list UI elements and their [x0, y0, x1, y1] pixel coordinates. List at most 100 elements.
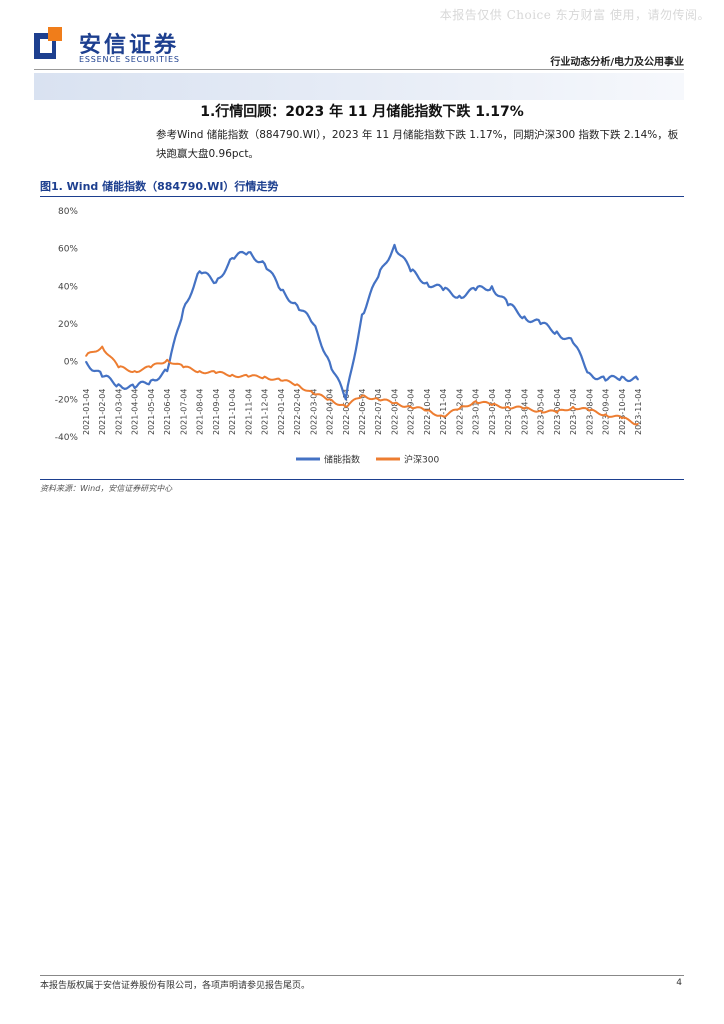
y-tick-label: -20% [55, 395, 79, 405]
x-tick-label: 2022-06-04 [358, 389, 367, 436]
data-point-energy-storage [377, 276, 380, 278]
data-point-energy-storage [117, 383, 120, 386]
data-point-csi300 [604, 413, 607, 416]
data-point-energy-storage [621, 375, 623, 378]
figure-top-rule [40, 196, 684, 197]
x-tick-label: 2022-12-04 [455, 389, 464, 436]
data-point-csi300 [523, 408, 526, 410]
data-point-csi300 [491, 404, 493, 406]
data-point-csi300 [133, 370, 136, 372]
x-tick-label: 2022-11-04 [439, 389, 448, 436]
data-point-csi300 [101, 345, 103, 348]
line-chart: -40% -20% 0% 20% 40% 60% 80% 2021-01-04 2021-02-… [40, 200, 684, 478]
data-point-csi300 [247, 375, 250, 378]
y-tick-label: 20% [58, 320, 78, 330]
y-tick-label: -40% [55, 433, 79, 443]
data-point-energy-storage [215, 281, 217, 284]
data-point-csi300 [458, 408, 461, 410]
legend-label-energy-storage: 储能指数 [324, 454, 360, 466]
header-banner [34, 73, 684, 100]
data-point-csi300 [621, 417, 623, 419]
x-tick-label: 2023-08-04 [585, 389, 594, 436]
x-tick-label: 2022-09-04 [407, 389, 416, 436]
data-point-csi300 [117, 366, 120, 369]
data-point-csi300 [426, 409, 428, 412]
data-point-csi300 [442, 415, 445, 418]
data-point-energy-storage [539, 323, 542, 325]
data-point-csi300 [166, 359, 168, 361]
data-point-energy-storage [361, 313, 363, 316]
x-tick-label: 2021-04-04 [131, 389, 140, 436]
data-point-csi300 [393, 402, 396, 404]
legend-label-csi300: 沪深300 [404, 454, 439, 466]
company-name-cn: 安信证券 [79, 33, 180, 58]
x-tick-label: 2023-07-04 [569, 389, 578, 436]
data-point-energy-storage [85, 360, 87, 363]
data-point-csi300 [182, 366, 185, 369]
figure-title: 图1. Wind 储能指数（884790.WI）行情走势 [40, 180, 279, 193]
data-point-csi300 [556, 411, 558, 414]
section-body: 参考Wind 储能指数（884790.WI），2023 年 11 月储能指数下跌… [156, 129, 679, 160]
x-tick-label: 2022-01-04 [277, 389, 286, 436]
data-point-csi300 [474, 400, 477, 402]
data-point-csi300 [539, 409, 542, 412]
x-tick-label: 2021-06-04 [163, 389, 172, 436]
data-point-energy-storage [637, 378, 639, 381]
x-tick-label: 2022-08-04 [390, 389, 399, 436]
x-tick-label: 2022-05-04 [342, 389, 351, 436]
x-tick-label: 2023-11-04 [634, 389, 643, 436]
data-point-energy-storage [312, 323, 315, 325]
chart-svg: -40% -20% 0% 20% 40% 60% 80% 2021-01-04 2021-02-… [55, 207, 643, 466]
data-point-energy-storage [296, 304, 298, 306]
page-number: 4 [676, 978, 682, 988]
x-tick-label: 2022-04-04 [326, 389, 335, 436]
y-tick-label: 40% [58, 282, 78, 292]
figure-bottom-rule [40, 479, 684, 480]
essence-logo-icon [34, 27, 62, 59]
data-point-csi300 [296, 383, 298, 386]
data-point-energy-storage [572, 342, 574, 344]
data-point-energy-storage [507, 304, 509, 306]
data-point-csi300 [231, 374, 233, 376]
x-tick-label: 2021-02-04 [98, 389, 107, 436]
x-tick-label: 2023-02-04 [488, 389, 497, 436]
data-point-csi300 [85, 355, 87, 357]
data-point-csi300 [377, 398, 380, 401]
data-point-csi300 [361, 394, 363, 397]
data-point-csi300 [263, 375, 266, 378]
data-point-csi300 [312, 392, 315, 395]
data-point-csi300 [198, 370, 201, 372]
data-point-csi300 [215, 372, 217, 374]
x-tick-label: 2023-09-04 [602, 389, 611, 436]
x-tick-label: 2022-10-04 [423, 389, 432, 436]
data-point-energy-storage [458, 295, 461, 297]
footer-disclaimer: 本报告版权属于安信证券股份有限公司，各项声明请参见报告尾页。 [40, 981, 311, 991]
data-point-energy-storage [280, 289, 282, 291]
y-tick-label: 60% [58, 245, 78, 255]
series-line-energy-storage [85, 243, 639, 401]
company-name-en: ESSENCE SECURITIES [79, 55, 180, 64]
x-tick-label: 2021-09-04 [212, 389, 221, 436]
x-tick-label: 2021-03-04 [114, 389, 123, 436]
data-point-energy-storage [231, 257, 233, 259]
data-point-energy-storage [442, 289, 445, 291]
data-point-csi300 [572, 406, 574, 408]
data-point-energy-storage [604, 379, 607, 382]
x-tick-label: 2021-07-04 [179, 389, 188, 436]
footer-divider [40, 975, 684, 976]
data-point-csi300 [637, 423, 639, 425]
data-point-energy-storage [393, 244, 396, 246]
data-point-energy-storage [247, 251, 250, 254]
company-logo: 安信证券 ESSENCE SECURITIES [34, 24, 214, 68]
data-point-energy-storage [491, 285, 493, 288]
x-tick-label: 2023-10-04 [618, 389, 627, 436]
x-tick-label: 2021-08-04 [196, 389, 205, 436]
data-point-csi300 [328, 398, 331, 401]
y-tick-label: 0% [64, 358, 79, 368]
section-title: 1.行情回顾：2023 年 11 月储能指数下跌 1.17% [200, 104, 524, 120]
data-point-csi300 [280, 379, 282, 382]
data-point-energy-storage [133, 387, 136, 389]
y-tick-label: 80% [58, 207, 78, 217]
x-tick-label: 2021-05-04 [147, 389, 156, 436]
x-tick-label: 2022-02-04 [293, 389, 302, 436]
